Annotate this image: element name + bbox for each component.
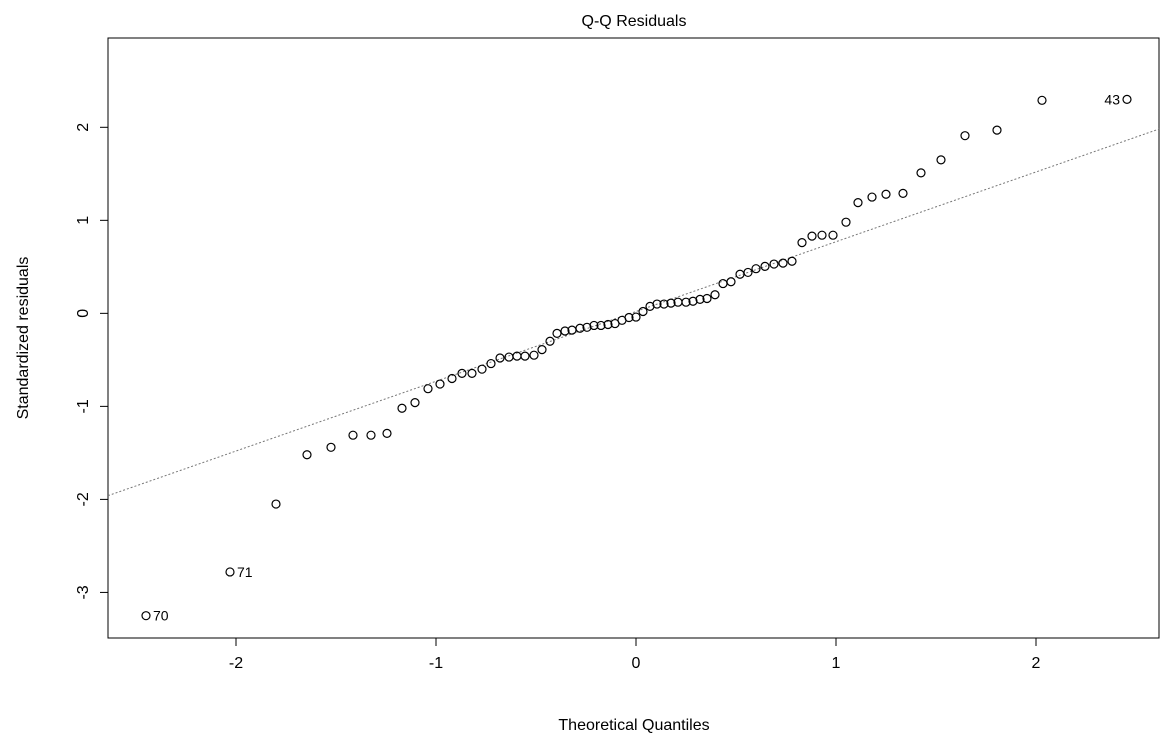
point [423,384,433,394]
point [495,353,505,363]
y-tick-label: 1 [75,216,92,225]
point [936,155,946,165]
point [457,368,467,378]
point [141,611,151,621]
point [624,312,634,323]
point [718,278,728,289]
point [841,217,851,227]
x-tick-label: 2 [1032,655,1041,672]
point [817,230,827,240]
point [659,299,669,309]
point [397,403,407,413]
point [638,306,648,317]
point [271,499,281,509]
point [666,298,676,308]
point [916,168,926,178]
point [743,267,753,278]
point [467,368,477,378]
point [477,364,487,374]
point [760,261,770,271]
point [575,323,585,333]
point [529,350,539,360]
point-label: 43 [1104,91,1120,107]
point [366,430,376,440]
point [486,358,496,369]
point [560,326,570,336]
point [960,131,970,141]
x-tick-label: -2 [229,655,243,672]
point [778,258,788,268]
point [1037,95,1047,105]
point [710,290,720,300]
point [881,189,891,199]
point [589,320,599,331]
y-tick-label: 0 [75,309,92,318]
point-label: 70 [153,608,169,624]
y-tick-label: -1 [75,399,92,413]
x-tick-label: 0 [632,655,641,672]
y-tick-label: 2 [75,123,92,132]
point [681,297,691,307]
point [853,198,863,208]
point [520,351,530,361]
point [1122,94,1132,104]
chart-title: Q-Q Residuals [582,13,687,30]
y-axis-label: Standardized residuals [15,257,32,420]
x-axis-label: Theoretical Quantiles [558,717,709,734]
y-tick-label: -3 [75,585,92,599]
point [552,328,562,338]
point [382,428,392,438]
point [797,238,807,248]
x-tick-label: -1 [429,655,443,672]
plot-frame [107,37,1160,639]
point [807,231,817,241]
point [410,398,420,408]
point [702,293,712,304]
x-tick-label: 1 [832,655,841,672]
point [348,430,358,440]
point [828,230,838,240]
point [631,312,641,322]
point [787,256,797,266]
point [447,373,457,384]
point [225,567,235,577]
point [751,264,761,274]
point [435,379,445,389]
point [545,336,555,346]
point [695,294,705,304]
reference-line [107,128,1160,497]
point [992,125,1002,135]
point [726,277,736,287]
point [326,442,336,452]
point [652,299,662,309]
point [537,345,547,355]
point [898,188,908,198]
point [596,320,606,331]
point [603,319,613,330]
point-label: 71 [237,564,253,580]
point [302,450,312,460]
point [688,296,698,306]
point [769,259,779,269]
point [867,192,877,202]
y-tick-label: -2 [75,492,92,506]
point [582,322,592,332]
